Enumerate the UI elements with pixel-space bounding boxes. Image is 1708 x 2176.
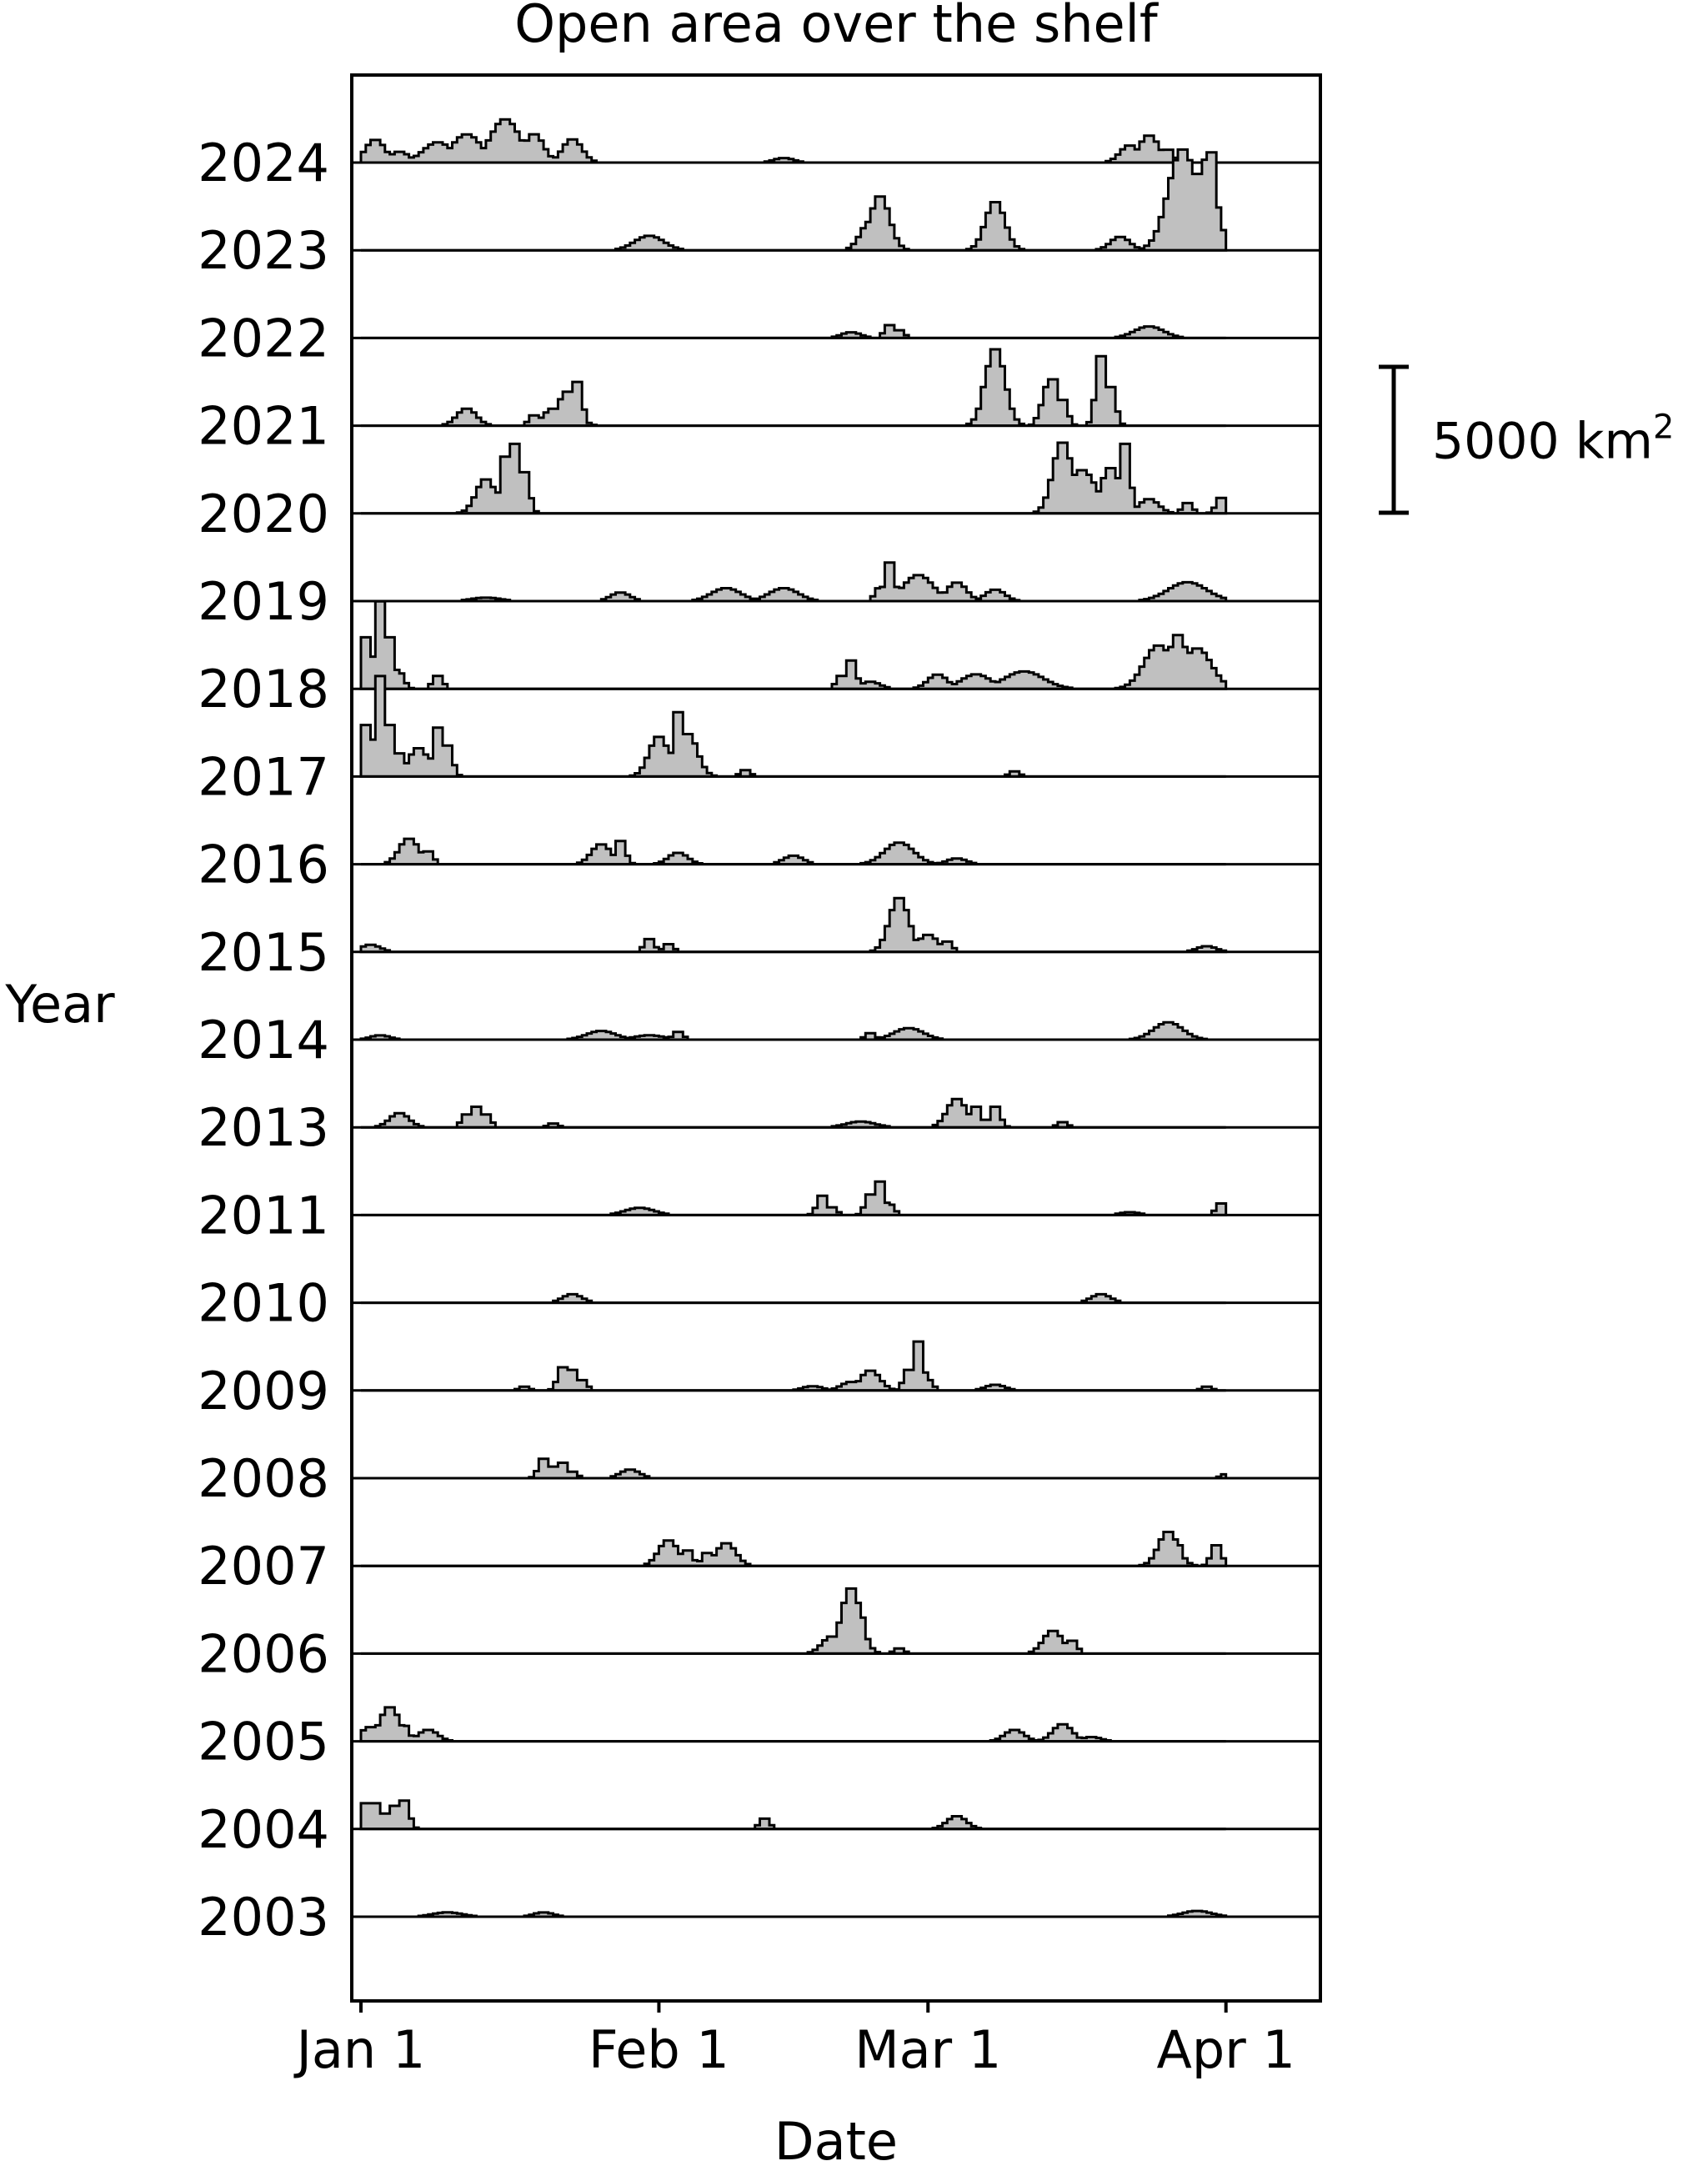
series-2010 bbox=[352, 1292, 1320, 1305]
series-2022 bbox=[352, 323, 1320, 339]
year-labels: 2024 2023 2022 2021 2020 2019 2018 2017 2016 2015… bbox=[198, 133, 329, 1948]
series-2023 bbox=[352, 148, 1320, 252]
series-2024 bbox=[352, 118, 1320, 164]
series-area-2020 bbox=[361, 441, 1228, 515]
series-area-2014 bbox=[359, 1020, 1226, 1041]
year-label-2016: 2016 bbox=[198, 835, 329, 895]
year-label-2008: 2008 bbox=[198, 1448, 329, 1509]
series-2013 bbox=[352, 1097, 1320, 1129]
series-area-2017 bbox=[359, 674, 1226, 778]
series-area-2018 bbox=[359, 599, 1228, 690]
year-label-2006: 2006 bbox=[198, 1623, 329, 1684]
year-label-2007: 2007 bbox=[198, 1536, 329, 1597]
series-2018 bbox=[352, 599, 1320, 690]
series-area-2024 bbox=[359, 118, 1226, 164]
year-label-2022: 2022 bbox=[198, 308, 329, 369]
series-area-2022 bbox=[361, 323, 1226, 339]
series-area-2021 bbox=[361, 348, 1226, 428]
series-area-2007 bbox=[361, 1531, 1228, 1567]
x-tick-label: Apr 1 bbox=[1156, 2019, 1295, 2080]
series-area-2016 bbox=[361, 837, 1226, 866]
series-2009 bbox=[352, 1340, 1320, 1392]
y-axis-label: Year bbox=[4, 974, 115, 1035]
x-tick-label: Mar 1 bbox=[854, 2019, 1001, 2080]
series-2021 bbox=[352, 348, 1320, 428]
series-2005 bbox=[352, 1706, 1320, 1743]
series-area-2005 bbox=[359, 1706, 1226, 1743]
x-tick-label: Feb 1 bbox=[589, 2019, 729, 2080]
scale-bar-value: 5000 km bbox=[1432, 413, 1653, 471]
series-area-2004 bbox=[359, 1799, 1226, 1831]
series-2008 bbox=[352, 1457, 1320, 1480]
series-area-2006 bbox=[361, 1587, 1226, 1655]
year-label-2019: 2019 bbox=[198, 571, 329, 632]
chart-title: Open area over the shelf bbox=[514, 0, 1160, 54]
x-ticks: Jan 1 Feb 1 Mar 1 Apr 1 bbox=[293, 2001, 1295, 2080]
series-2016 bbox=[352, 837, 1320, 866]
year-label-2009: 2009 bbox=[198, 1361, 329, 1421]
year-label-2011: 2011 bbox=[198, 1185, 329, 1246]
series-2020 bbox=[352, 441, 1320, 515]
series-2007 bbox=[352, 1531, 1320, 1567]
year-label-2014: 2014 bbox=[198, 1010, 329, 1070]
series-2006 bbox=[352, 1587, 1320, 1655]
series-area-2011 bbox=[361, 1180, 1228, 1216]
series-area-2013 bbox=[361, 1097, 1226, 1129]
series-2015 bbox=[352, 896, 1320, 954]
year-label-2005: 2005 bbox=[198, 1712, 329, 1772]
series-layer bbox=[352, 118, 1320, 1918]
series-area-2023 bbox=[361, 148, 1228, 252]
series-2004 bbox=[352, 1799, 1320, 1831]
series-2011 bbox=[352, 1180, 1320, 1216]
series-area-2010 bbox=[361, 1292, 1226, 1305]
x-axis-label: Date bbox=[774, 2111, 898, 2172]
year-label-2023: 2023 bbox=[198, 220, 329, 281]
year-label-2013: 2013 bbox=[198, 1097, 329, 1158]
series-area-2019 bbox=[361, 561, 1228, 603]
series-2017 bbox=[352, 674, 1320, 778]
series-area-2009 bbox=[361, 1340, 1226, 1392]
x-tick-label: Jan 1 bbox=[293, 2019, 426, 2080]
year-label-2020: 2020 bbox=[198, 484, 329, 544]
year-label-2004: 2004 bbox=[198, 1799, 329, 1860]
year-label-2017: 2017 bbox=[198, 746, 329, 807]
year-label-2024: 2024 bbox=[198, 133, 329, 193]
scale-bar-label: 5000 km2 bbox=[1432, 409, 1674, 471]
series-2003 bbox=[352, 1909, 1320, 1918]
series-2014 bbox=[352, 1020, 1320, 1041]
year-label-2021: 2021 bbox=[198, 396, 329, 457]
series-area-2008 bbox=[361, 1457, 1228, 1480]
year-label-2003: 2003 bbox=[198, 1887, 329, 1948]
plot-frame bbox=[350, 73, 1322, 2003]
scale-bar: 5000 km2 bbox=[1379, 364, 1674, 515]
series-area-2015 bbox=[359, 896, 1228, 954]
year-label-2015: 2015 bbox=[198, 922, 329, 983]
year-label-2018: 2018 bbox=[198, 659, 329, 719]
scale-bar-superscript: 2 bbox=[1653, 409, 1674, 447]
series-2019 bbox=[352, 561, 1320, 603]
year-label-2010: 2010 bbox=[198, 1273, 329, 1334]
